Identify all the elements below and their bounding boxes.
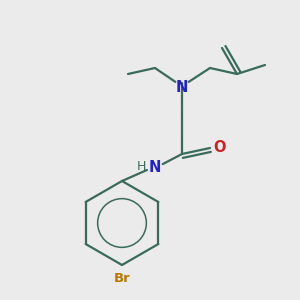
Text: O: O <box>214 140 226 155</box>
Text: H: H <box>136 160 146 173</box>
Text: N: N <box>149 160 161 175</box>
Text: N: N <box>176 80 188 95</box>
Text: Br: Br <box>114 272 130 286</box>
